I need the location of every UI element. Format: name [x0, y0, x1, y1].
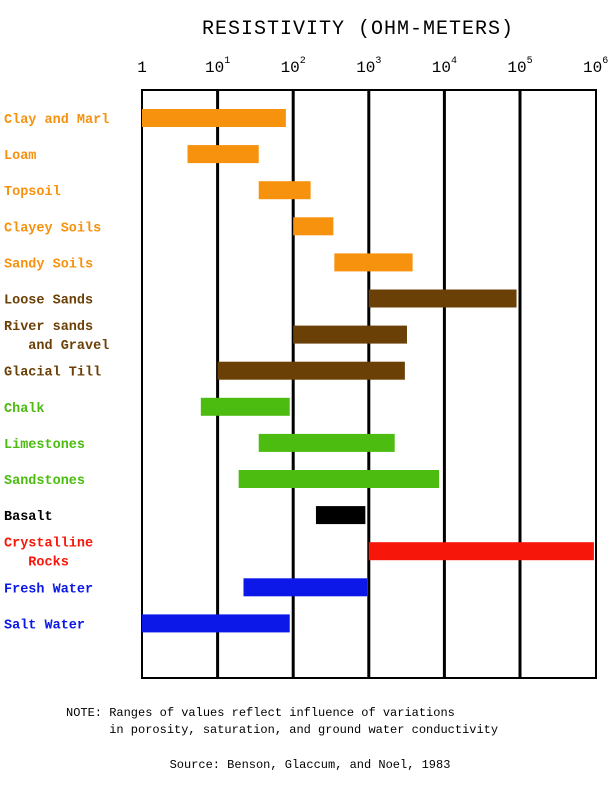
- range-bar: [258, 181, 311, 200]
- category-label: and Gravel: [4, 339, 109, 354]
- x-tick-label: 102: [281, 56, 306, 77]
- category-label: Limestones: [4, 438, 85, 453]
- category-label: Clay and Marl: [4, 113, 109, 128]
- category-label: Loose Sands: [4, 294, 93, 309]
- category-label: Chalk: [4, 402, 45, 417]
- range-bar: [258, 433, 395, 452]
- category-label: Glacial Till: [4, 366, 101, 381]
- x-tick-label: 105: [507, 56, 532, 77]
- range-bar: [238, 470, 440, 488]
- range-bar: [334, 253, 413, 272]
- range-bar: [142, 614, 290, 633]
- x-tick-label: 103: [356, 56, 381, 77]
- note: NOTE: Ranges of values reflect influence…: [66, 706, 498, 737]
- category-label: Salt Water: [4, 618, 85, 633]
- range-bar: [293, 325, 407, 344]
- category-label: Loam: [4, 149, 36, 164]
- range-bar: [368, 542, 594, 561]
- category-label: Rocks: [4, 556, 69, 571]
- x-tick-labels: 1 101 102 103 104 105 106: [137, 56, 608, 77]
- x-tick-label: 1: [137, 59, 147, 77]
- category-label: Topsoil: [4, 185, 61, 200]
- x-tick-label: 104: [432, 56, 457, 77]
- chart-title: RESISTIVITY (OHM-METERS): [202, 18, 514, 41]
- range-bar: [142, 109, 286, 127]
- category-label: Sandy Soils: [4, 257, 93, 272]
- category-label: Sandstones: [4, 474, 85, 489]
- category-labels: Clay and Marl Loam Topsoil Clayey Soils Sand…: [4, 113, 109, 633]
- category-label: Crystalline: [4, 537, 93, 552]
- note-line: in porosity, saturation, and ground wate…: [66, 723, 498, 737]
- category-label: Fresh Water: [4, 582, 93, 597]
- source-citation: Source: Benson, Glaccum, and Noel, 1983: [170, 758, 451, 772]
- category-label: River sands: [4, 320, 93, 335]
- range-bar: [293, 217, 334, 236]
- category-label: Clayey Soils: [4, 221, 101, 236]
- range-bar: [368, 289, 517, 308]
- x-tick-label: 106: [583, 56, 608, 77]
- range-bar: [217, 361, 405, 380]
- range-bar: [187, 145, 259, 164]
- x-tick-label: 101: [205, 56, 230, 77]
- note-line: NOTE: Ranges of values reflect influence…: [66, 706, 455, 720]
- category-label: Basalt: [4, 510, 53, 525]
- range-bar: [200, 397, 290, 416]
- range-bar: [315, 506, 366, 525]
- range-bars: [142, 109, 594, 633]
- range-bar: [243, 578, 368, 597]
